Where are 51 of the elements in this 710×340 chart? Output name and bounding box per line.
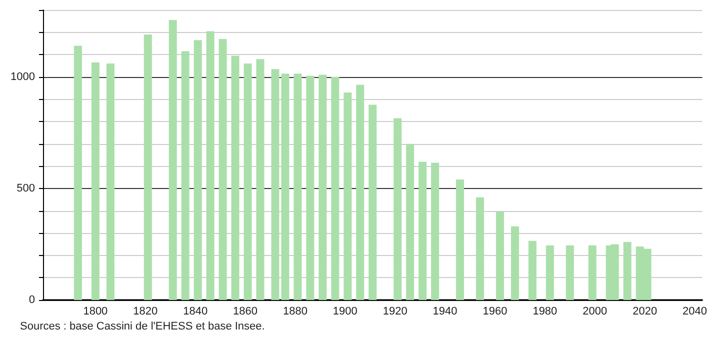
- x-tick-label: 1960: [482, 306, 508, 318]
- bar: [431, 162, 440, 300]
- bar: [476, 197, 484, 300]
- bar: [144, 34, 152, 300]
- bar: [368, 104, 377, 300]
- bar: [496, 212, 504, 300]
- x-tick-label: 1980: [532, 306, 558, 318]
- bar: [181, 51, 190, 300]
- bar: [281, 74, 290, 300]
- bar: [588, 245, 596, 300]
- bar: [356, 84, 364, 300]
- bar: [74, 46, 82, 300]
- bar: [394, 118, 402, 300]
- x-tick-label: 1900: [332, 306, 358, 318]
- x-tick-label: 1940: [432, 306, 458, 318]
- y-tick-label: 500: [16, 182, 35, 194]
- x-tick-label: 1920: [382, 306, 408, 318]
- x-tick-label: 1860: [233, 306, 258, 318]
- bar: [344, 92, 352, 300]
- x-tick-label: 1820: [133, 306, 158, 318]
- source-note: Sources : base Cassini de l'EHESS et base Insee.: [20, 320, 265, 332]
- bar: [168, 20, 177, 300]
- bar: [456, 180, 464, 300]
- bar: [218, 39, 227, 300]
- bar: [306, 76, 314, 300]
- bar: [331, 76, 340, 300]
- y-tick-label: 0: [28, 294, 35, 306]
- bar: [510, 226, 519, 300]
- x-tick-label: 1880: [282, 306, 308, 318]
- bar: [546, 245, 554, 300]
- bar: [566, 245, 574, 300]
- bar: [231, 56, 240, 300]
- bar: [623, 242, 632, 300]
- bar: [256, 59, 264, 300]
- bar: [318, 74, 327, 300]
- bar: [244, 64, 252, 300]
- x-tick-label: 2000: [582, 306, 608, 318]
- x-tick-label: 1840: [183, 306, 208, 318]
- bar: [91, 62, 100, 300]
- bar: [418, 162, 427, 300]
- x-tick-label: 2040: [682, 306, 708, 318]
- bar: [406, 144, 414, 300]
- y-tick-label: 1000: [10, 70, 35, 83]
- bar: [194, 40, 202, 300]
- bar: [294, 74, 302, 300]
- bar: [206, 31, 214, 300]
- x-tick-label: 1800: [83, 306, 108, 318]
- bar: [528, 240, 536, 300]
- x-tick-label: 2020: [632, 306, 658, 318]
- bar: [106, 64, 114, 300]
- bar: [271, 69, 280, 300]
